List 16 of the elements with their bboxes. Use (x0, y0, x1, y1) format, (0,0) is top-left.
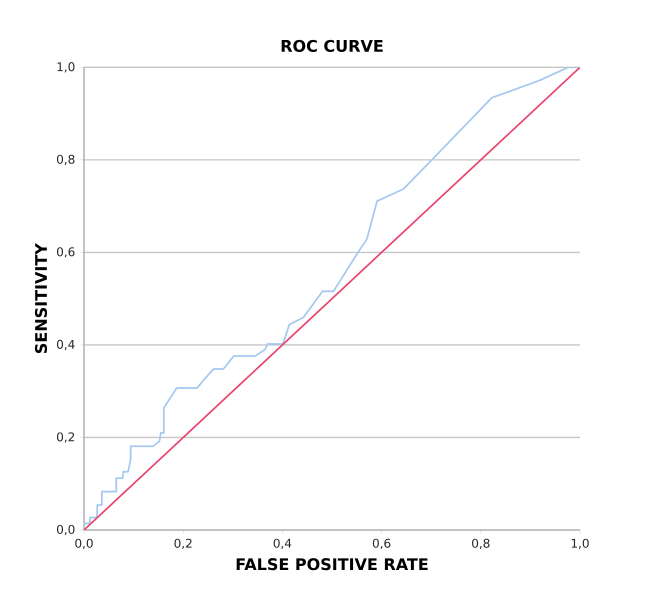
x-tick-label: 0,2 (174, 538, 192, 550)
y-tick-label: 0,6 (57, 247, 75, 258)
x-tick-label: 0,4 (274, 538, 292, 550)
y-tick-label: 1,0 (58, 62, 74, 72)
y-tick-label: 0,2 (57, 432, 74, 443)
x-axis-title: FALSE POSITIVE RATE (236, 558, 428, 570)
y-tick-label: 0,8 (57, 154, 74, 166)
x-tick-label: 0,8 (472, 538, 490, 550)
x-tick-label: 0,0 (75, 538, 93, 550)
y-tick-label: 0,4 (57, 340, 75, 350)
x-tick-label: 1,0 (572, 538, 589, 550)
line-series (84, 67, 580, 530)
y-axis-title: SENSITIVITY (34, 243, 48, 354)
x-tick-label: 0,6 (372, 538, 390, 550)
y-tick-label: 0,0 (57, 524, 74, 536)
chart-title: ROC CURVE (282, 40, 383, 52)
